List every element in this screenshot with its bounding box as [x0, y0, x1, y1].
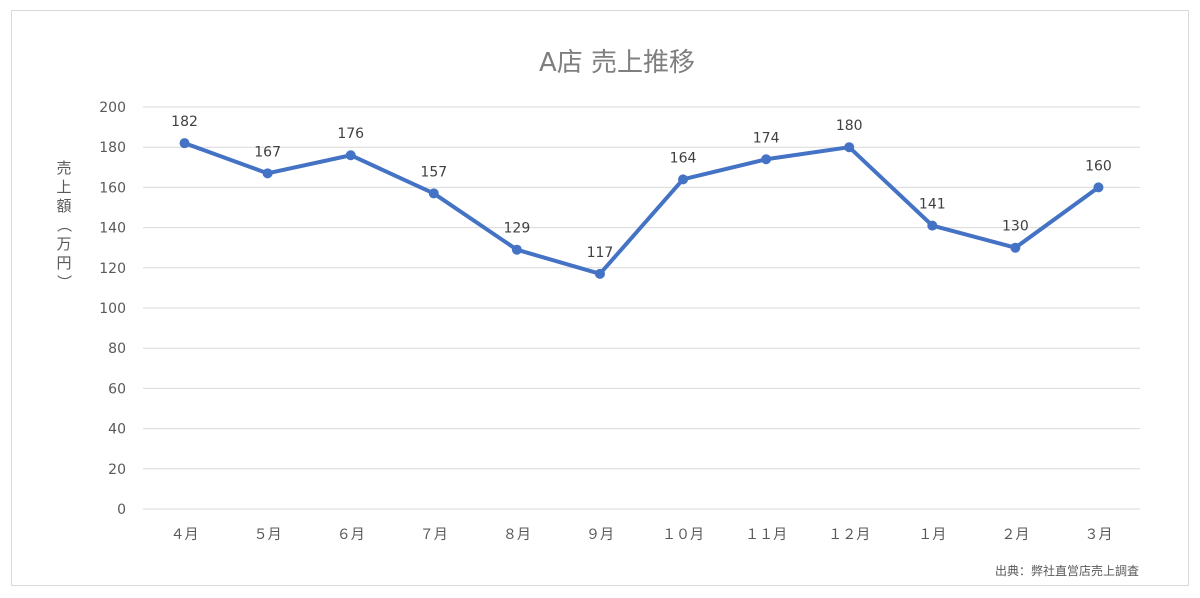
y-tick-label: 200: [99, 100, 126, 116]
y-tick-label: 100: [99, 301, 126, 317]
x-tick-label: ４月: [171, 527, 199, 543]
y-tick-label: 0: [117, 502, 126, 518]
data-point: [345, 150, 356, 161]
x-tick-label: ９月: [586, 527, 614, 543]
x-tick-label: １２月: [828, 527, 870, 543]
x-tick-label: ５月: [254, 527, 282, 543]
data-label: 141: [919, 197, 946, 213]
data-point: [594, 268, 605, 279]
data-label: 157: [420, 164, 447, 180]
data-point: [1093, 182, 1104, 193]
data-label: 117: [587, 245, 614, 261]
data-point: [262, 168, 273, 179]
data-point: [428, 188, 439, 199]
x-tick-label: ２月: [1001, 527, 1029, 543]
y-axis-label: 売上額 （ 万円 ）: [55, 159, 73, 290]
y-tick-label: 140: [99, 221, 126, 237]
y-axis-label-char: 上: [56, 178, 71, 196]
data-point: [927, 220, 938, 231]
y-axis-label-char: 万: [56, 235, 71, 253]
data-point: [678, 174, 689, 185]
x-tick-labels: ４月 ５月 ６月 ７月 ８月 ９月 １０月 １１月 １２月 １月 ２月 ３月: [171, 527, 1113, 543]
chart-frame: [11, 10, 1189, 586]
data-labels: 182 167 176 157 129 117 164 174 180 141 130 160: [171, 114, 1112, 261]
y-tick-label: 60: [108, 381, 126, 397]
data-label: 176: [337, 126, 364, 142]
data-point: [511, 244, 522, 255]
data-point: [179, 138, 190, 149]
data-point: [844, 142, 855, 153]
series-line: [182, 141, 1101, 276]
y-tick-label: 180: [99, 140, 126, 156]
gridlines: [143, 106, 1140, 510]
y-tick-labels: 0 20 40 60 80 100 120 140 160 180 200: [99, 100, 126, 518]
x-tick-label: ８月: [503, 527, 531, 543]
data-label: 182: [171, 114, 198, 130]
x-tick-label: １月: [918, 527, 946, 543]
x-tick-label: ６月: [337, 527, 365, 543]
y-tick-label: 160: [99, 180, 126, 196]
data-points: [179, 138, 1104, 279]
data-label: 180: [836, 118, 863, 134]
y-axis-label-char: ）: [55, 274, 73, 289]
x-tick-label: ３月: [1084, 527, 1112, 543]
data-label: 129: [504, 221, 531, 237]
x-tick-label: １１月: [745, 527, 787, 543]
data-label: 167: [254, 144, 281, 160]
y-tick-label: 80: [108, 341, 126, 357]
data-label: 174: [753, 130, 780, 146]
chart-title: A店 売上推移: [539, 48, 695, 78]
y-tick-label: 120: [99, 261, 126, 277]
y-tick-label: 20: [108, 462, 126, 478]
y-axis-label-char: 円: [56, 254, 71, 272]
data-label: 130: [1002, 219, 1029, 235]
x-tick-label: １０月: [662, 527, 704, 543]
y-axis-label-char: （: [55, 217, 73, 232]
data-label: 160: [1085, 158, 1112, 174]
y-axis-label-char: 売: [56, 159, 71, 177]
data-point: [761, 154, 772, 165]
x-tick-label: ７月: [420, 527, 448, 543]
y-axis-label-char: 額: [56, 197, 71, 215]
data-label: 164: [670, 150, 697, 166]
y-tick-label: 40: [108, 422, 126, 438]
source-note: 出典：弊社直営店売上調査: [995, 563, 1139, 578]
data-point: [1010, 242, 1021, 253]
